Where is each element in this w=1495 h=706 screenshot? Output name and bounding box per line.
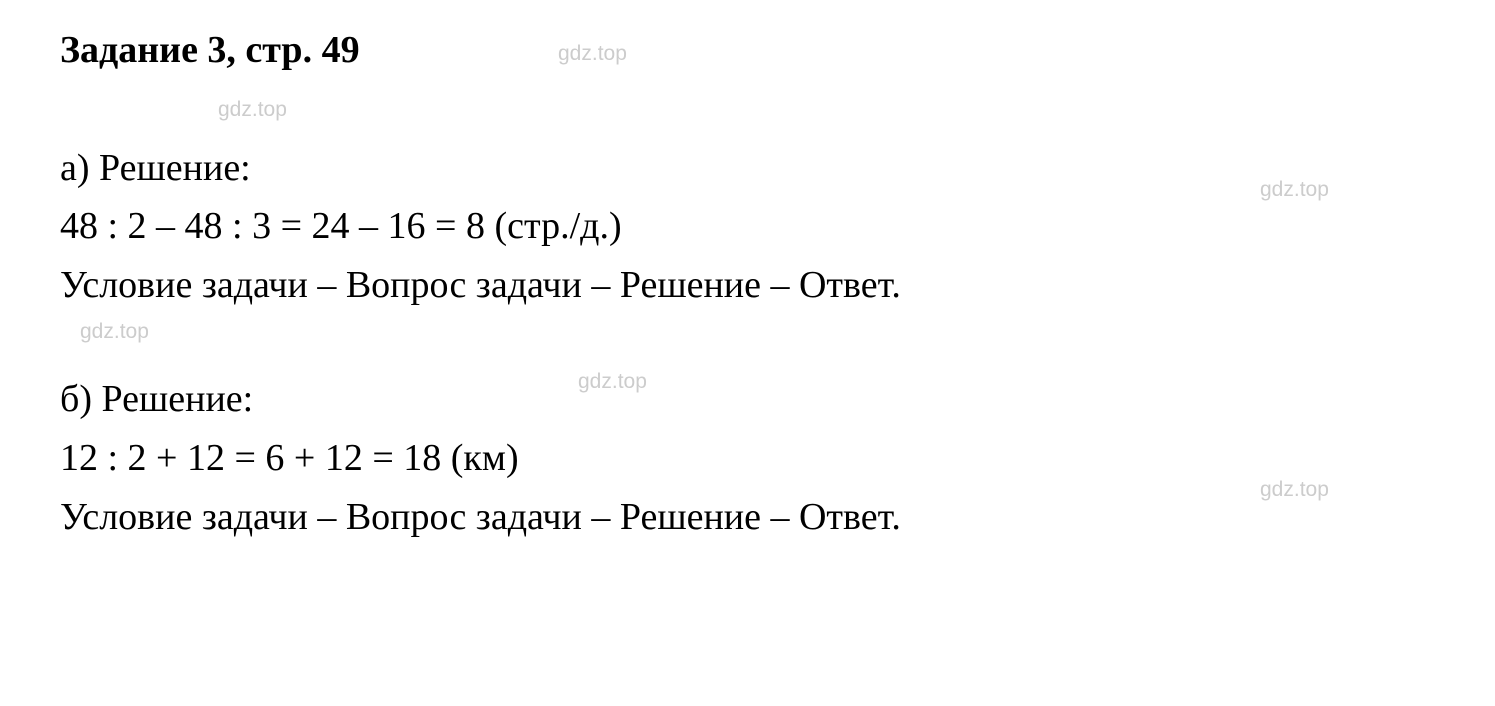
part-b-flow: Условие задачи – Вопрос задачи – Решение… [60, 488, 1435, 547]
part-b-expression: 12 : 2 + 12 = 6 + 12 = 18 (км) [60, 429, 1435, 488]
part-b-label: б) Решение: [60, 370, 1435, 429]
page-root: Задание 3, стр. 49 а) Решение: 48 : 2 – … [0, 0, 1495, 706]
exercise-heading: Задание 3, стр. 49 [60, 28, 1435, 74]
part-a: а) Решение: 48 : 2 – 48 : 3 = 24 – 16 = … [60, 139, 1435, 316]
part-a-label: а) Решение: [60, 139, 1435, 198]
watermark-2: gdz.top [218, 98, 287, 122]
part-a-flow: Условие задачи – Вопрос задачи – Решение… [60, 256, 1435, 315]
part-b: б) Решение: 12 : 2 + 12 = 6 + 12 = 18 (к… [60, 370, 1435, 547]
part-a-expression: 48 : 2 – 48 : 3 = 24 – 16 = 8 (стр./д.) [60, 197, 1435, 256]
watermark-4: gdz.top [80, 320, 149, 344]
